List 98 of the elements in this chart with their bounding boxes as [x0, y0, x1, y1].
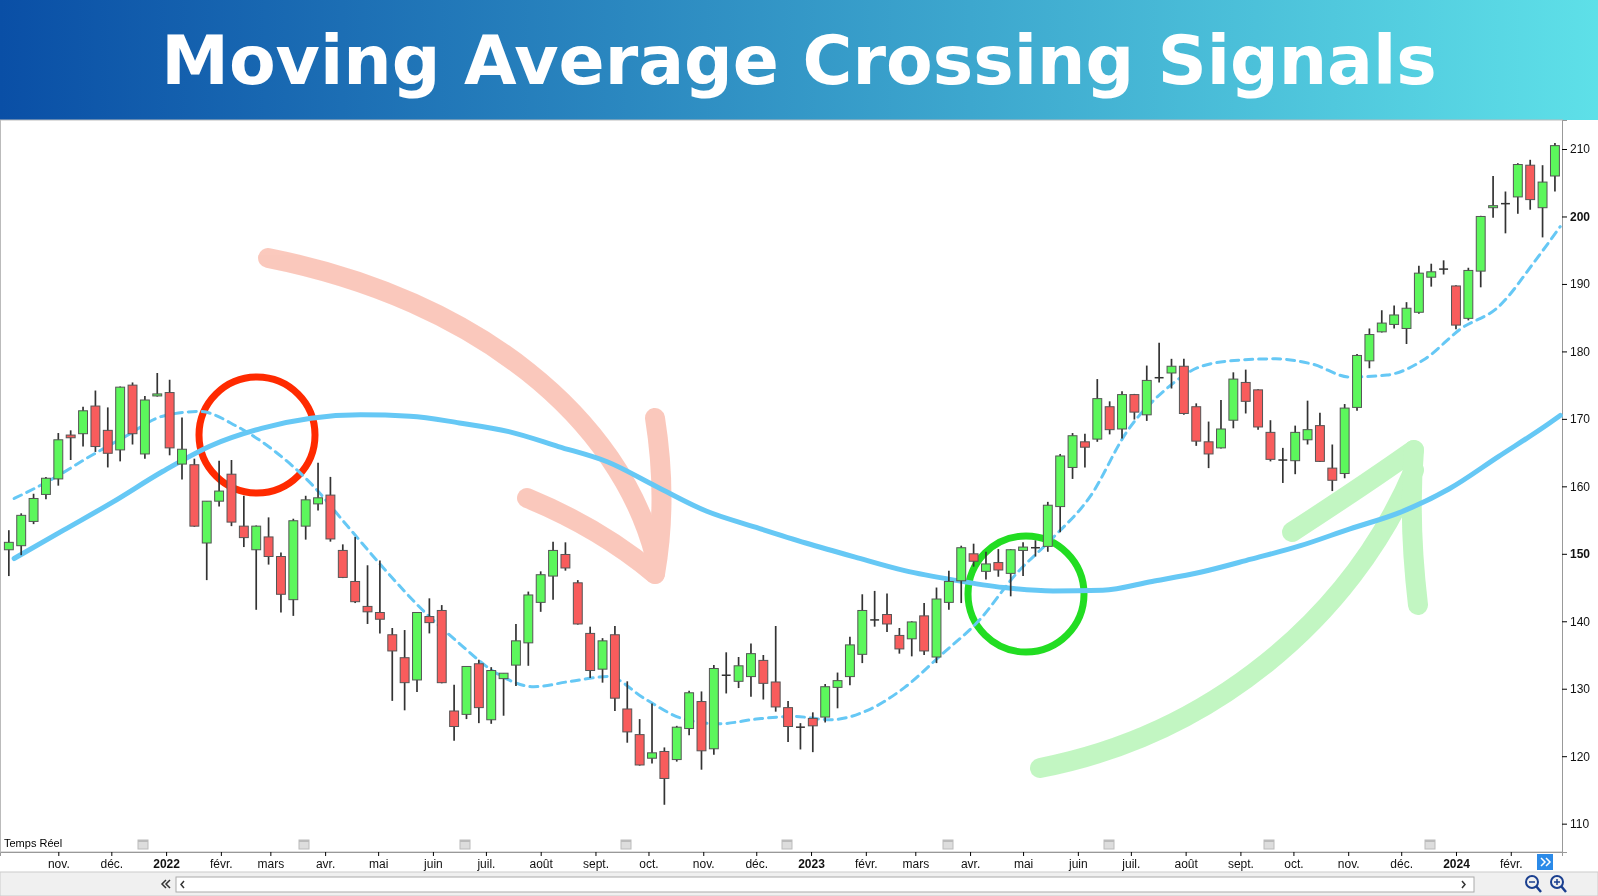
candlestick: [449, 683, 460, 742]
candlestick: [1488, 175, 1499, 219]
candlestick: [65, 429, 76, 461]
candlestick: [647, 702, 657, 765]
candlestick: [1302, 399, 1313, 446]
candlestick: [1278, 447, 1288, 484]
x-tick-label: août: [1174, 856, 1199, 871]
candlestick: [1216, 399, 1226, 450]
chart-title: Moving Average Crossing Signals: [161, 21, 1437, 100]
x-tick-label: juil.: [1121, 856, 1141, 871]
candlestick: [795, 722, 805, 751]
x-tick-label: 2024: [1443, 856, 1471, 871]
x-tick-label: avr.: [315, 856, 336, 871]
candlestick: [313, 461, 324, 512]
candlestick: [152, 372, 163, 398]
x-tick-label: févr.: [1499, 856, 1523, 871]
candlestick: [214, 459, 225, 508]
candlestick: [1203, 420, 1214, 469]
x-tick-label: déc.: [100, 856, 124, 871]
x-tick-label: déc.: [1390, 856, 1414, 871]
y-tick-label: 160: [1570, 479, 1591, 494]
candlestick: [1129, 393, 1140, 421]
annotation: Temps Réel: [4, 837, 63, 849]
candlestick: [721, 651, 731, 695]
candlestick: [263, 516, 274, 566]
candlestick: [78, 405, 88, 448]
candlestick: [832, 671, 843, 710]
x-tick-label: sept.: [582, 856, 609, 871]
candlestick: [807, 711, 818, 753]
candlestick: [177, 416, 187, 481]
candlestick: [238, 494, 249, 548]
x-tick-label: mai: [1013, 856, 1034, 871]
x-tick-label: oct.: [639, 856, 659, 871]
candlestick: [1426, 262, 1437, 288]
candlestick: [560, 541, 571, 572]
candlestick: [993, 548, 1004, 578]
candlestick: [981, 550, 991, 581]
candlestick: [906, 620, 917, 658]
x-tick-label: avr.: [960, 856, 981, 871]
candlestick: [40, 476, 51, 501]
candlestick: [1327, 443, 1338, 492]
candlestick: [1376, 309, 1387, 334]
x-tick-label: 2022: [153, 856, 181, 871]
candlestick: [1005, 548, 1016, 598]
candlestick: [968, 542, 979, 568]
y-tick-label: 150: [1570, 547, 1591, 562]
y-tick-label: 110: [1570, 817, 1590, 831]
y-tick-label: 180: [1570, 344, 1591, 359]
candlestick: [374, 559, 385, 635]
x-tick-label: juin: [1068, 856, 1088, 871]
x-tick-label: févr.: [854, 856, 878, 871]
candlestick: [746, 642, 756, 698]
y-tick-label: 170: [1570, 412, 1591, 427]
candlestick: [622, 680, 633, 744]
x-tick-label: nov.: [692, 856, 715, 871]
candlestick: [350, 536, 361, 604]
x-tick-label: juin: [423, 856, 443, 871]
candlestick: [1018, 541, 1029, 577]
x-tick-label: août: [529, 856, 554, 871]
x-tick-label: mai: [368, 856, 389, 871]
candlestick: [1104, 400, 1115, 436]
candlestick: [758, 654, 769, 701]
y-tick-label: 130: [1570, 682, 1591, 697]
y-tick-label: 120: [1570, 749, 1591, 764]
candlestick: [362, 564, 373, 625]
x-tick-label: févr.: [210, 856, 233, 871]
candlestick: [882, 592, 892, 633]
y-tick-label: 190: [1570, 277, 1591, 292]
candlestick: [28, 492, 39, 525]
x-tick-label: juil.: [476, 856, 496, 871]
x-tick-label: nov.: [47, 856, 70, 871]
candlestick: [102, 406, 113, 469]
x-tick-label: déc.: [745, 856, 769, 871]
x-tick-label: oct.: [1284, 856, 1304, 871]
candlestick: [1166, 357, 1177, 390]
candlestick: [783, 700, 794, 743]
candlestick: [498, 672, 509, 717]
candlestick: [1079, 432, 1090, 469]
candlestick: [870, 590, 880, 628]
candlestick: [1240, 368, 1251, 415]
candlestick: [251, 524, 262, 611]
candlestick: [424, 597, 435, 635]
x-tick-label: mars: [257, 856, 285, 871]
candlestick: [733, 656, 744, 689]
x-tick-label: 2023: [798, 856, 826, 871]
candlestick: [3, 529, 14, 577]
candlestick: [1401, 301, 1412, 345]
candlestick: [387, 627, 398, 702]
candlestick: [1389, 304, 1400, 330]
y-tick-label: 200: [1570, 209, 1591, 224]
y-tick-label: 140: [1570, 614, 1591, 629]
line-series: [12, 225, 1562, 726]
candlestick: [894, 627, 905, 655]
y-tick-label: 210: [1570, 142, 1591, 157]
candlestick: [943, 569, 954, 611]
x-tick-label: mars: [902, 856, 930, 871]
x-tick-label: sept.: [1227, 856, 1254, 871]
x-tick-label: nov.: [1337, 856, 1360, 871]
